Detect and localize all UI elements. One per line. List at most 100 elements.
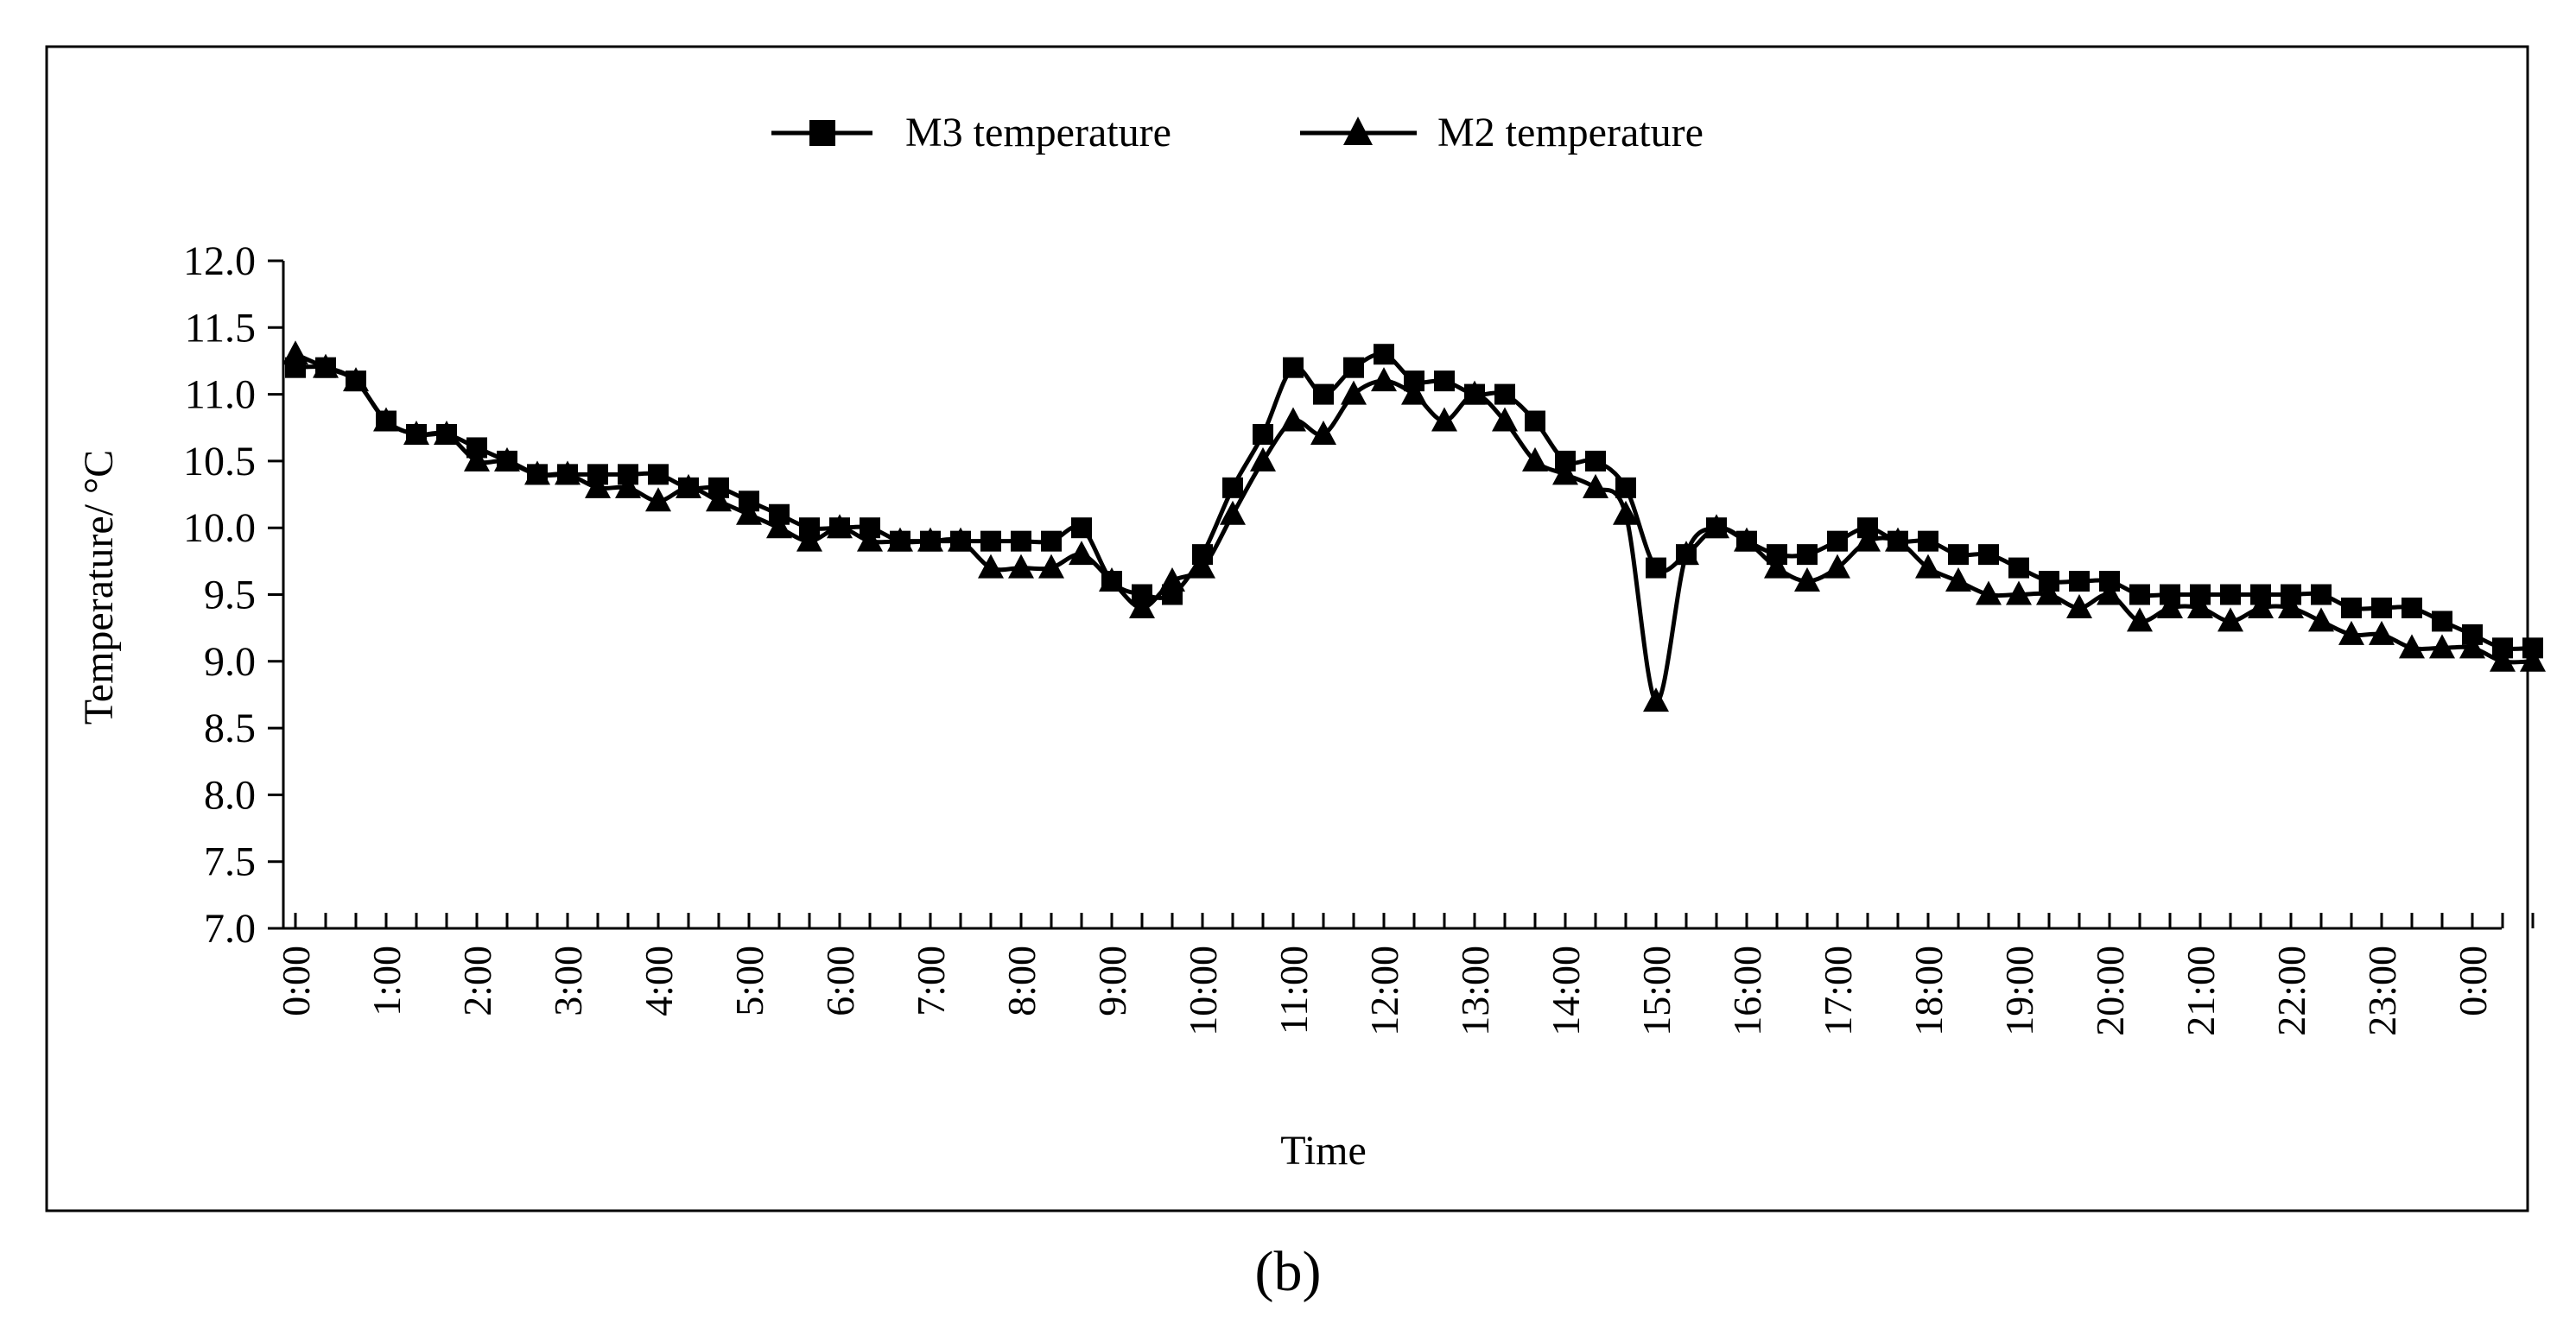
data-point-triangle xyxy=(2036,580,2062,605)
plot-area xyxy=(282,340,2546,712)
data-point-triangle xyxy=(1431,407,1457,432)
data-point-triangle xyxy=(676,473,701,498)
legend-marker-square xyxy=(809,120,835,146)
data-point-triangle xyxy=(766,514,792,539)
figure-frame xyxy=(45,45,2529,1212)
data-point-triangle xyxy=(1583,473,1608,498)
data-point-square xyxy=(2311,584,2332,605)
data-point-triangle xyxy=(2278,593,2304,618)
x-axis-ticks xyxy=(294,913,2535,928)
legend-marker-triangle xyxy=(1343,117,1373,145)
data-point-triangle xyxy=(1764,554,1790,579)
data-point-square xyxy=(1313,383,1334,405)
data-point-triangle xyxy=(827,514,853,539)
x-tick-label: 22:00 xyxy=(2269,946,2313,1036)
y-tick-label: 9.0 xyxy=(204,639,256,685)
data-point-square xyxy=(2129,584,2150,605)
y-axis-title: Temperature/ °C xyxy=(76,450,122,725)
x-tick-label: 7:00 xyxy=(909,946,953,1016)
data-point-triangle xyxy=(1945,567,1971,592)
data-point-square xyxy=(1646,557,1666,579)
y-tick-label: 8.0 xyxy=(204,772,256,818)
data-point-square xyxy=(1978,544,1999,566)
data-point-triangle xyxy=(1855,527,1881,552)
x-axis-tick-labels: 0:00 1:00 2:00 3:00 4:00 5:00 6:00 7:00 8:00 9:00… xyxy=(274,946,2495,1036)
data-point-triangle xyxy=(524,460,550,485)
x-tick-label: 20:00 xyxy=(2088,946,2132,1036)
data-point-triangle xyxy=(1310,420,1336,445)
data-point-triangle xyxy=(2248,593,2274,618)
data-point-square xyxy=(1494,383,1515,405)
data-point-square xyxy=(2008,557,2029,579)
x-tick-label: 8:00 xyxy=(999,946,1044,1016)
data-point-triangle xyxy=(1371,367,1397,392)
data-point-square xyxy=(1525,410,1545,432)
data-point-triangle xyxy=(2066,593,2092,618)
data-point-square xyxy=(1918,530,1938,552)
x-tick-label: 5:00 xyxy=(727,946,771,1016)
data-point-triangle xyxy=(555,460,581,485)
legend: M3 temperature M2 temperature xyxy=(771,110,1704,155)
data-point-triangle xyxy=(1915,554,1941,579)
data-point-triangle xyxy=(1069,541,1094,566)
data-point-triangle xyxy=(282,340,308,365)
data-point-square xyxy=(2069,571,2090,592)
data-point-triangle xyxy=(1522,446,1548,472)
series-line xyxy=(294,351,2534,704)
x-tick-label: 21:00 xyxy=(2179,946,2223,1036)
data-point-square xyxy=(2402,597,2422,618)
data-point-triangle xyxy=(1794,567,1820,592)
y-tick-label: 10.0 xyxy=(183,505,256,551)
data-point-square xyxy=(1585,450,1606,472)
x-tick-label: 1:00 xyxy=(365,946,409,1016)
data-point-triangle xyxy=(1250,446,1276,472)
data-point-triangle xyxy=(2127,607,2153,632)
data-point-triangle xyxy=(313,353,339,378)
x-tick-label: 23:00 xyxy=(2360,946,2404,1036)
y-tick-label: 7.0 xyxy=(204,906,256,952)
x-axis-title: Time xyxy=(1280,1128,1367,1174)
data-point-triangle xyxy=(1159,567,1185,592)
data-point-triangle xyxy=(736,500,762,525)
data-point-triangle xyxy=(948,527,974,552)
data-point-square xyxy=(2432,611,2452,632)
x-tick-label: 6:00 xyxy=(818,946,862,1016)
data-point-square xyxy=(1071,517,1092,539)
data-point-triangle xyxy=(887,527,913,552)
x-tick-label: 13:00 xyxy=(1453,946,1497,1036)
data-point-triangle xyxy=(403,420,429,445)
data-point-triangle xyxy=(1552,460,1578,485)
legend-entry-m2: M2 temperature xyxy=(1300,110,1704,155)
y-tick-label: 8.5 xyxy=(204,706,256,751)
data-point-triangle xyxy=(1099,567,1125,592)
data-point-triangle xyxy=(1401,380,1427,405)
data-point-triangle xyxy=(373,407,399,432)
data-point-triangle xyxy=(2490,647,2516,672)
data-point-triangle xyxy=(1341,380,1367,405)
data-point-triangle xyxy=(1280,407,1306,432)
x-tick-label: 4:00 xyxy=(637,946,681,1016)
data-point-square xyxy=(1011,530,1031,552)
data-point-triangle xyxy=(2369,620,2395,645)
data-point-triangle xyxy=(2338,620,2364,645)
x-tick-label: 3:00 xyxy=(546,946,590,1016)
data-point-triangle xyxy=(1704,514,1729,539)
data-point-triangle xyxy=(2006,580,2032,605)
x-tick-label: 2:00 xyxy=(455,946,499,1016)
data-point-triangle xyxy=(464,446,490,472)
data-point-triangle xyxy=(494,446,520,472)
data-point-square xyxy=(1948,544,1969,566)
data-point-triangle xyxy=(1976,580,2002,605)
data-point-square xyxy=(1283,357,1304,378)
series-m2 xyxy=(282,340,2546,712)
data-point-triangle xyxy=(2218,607,2243,632)
data-point-triangle xyxy=(343,367,369,392)
x-tick-label: 18:00 xyxy=(1907,946,1951,1036)
data-point-square xyxy=(1374,344,1394,365)
data-point-triangle xyxy=(1613,500,1639,525)
data-point-triangle xyxy=(1462,380,1488,405)
x-tick-label: 12:00 xyxy=(1362,946,1406,1036)
data-point-square xyxy=(1827,530,1848,552)
data-point-triangle xyxy=(2187,593,2213,618)
data-point-triangle xyxy=(1008,554,1034,579)
